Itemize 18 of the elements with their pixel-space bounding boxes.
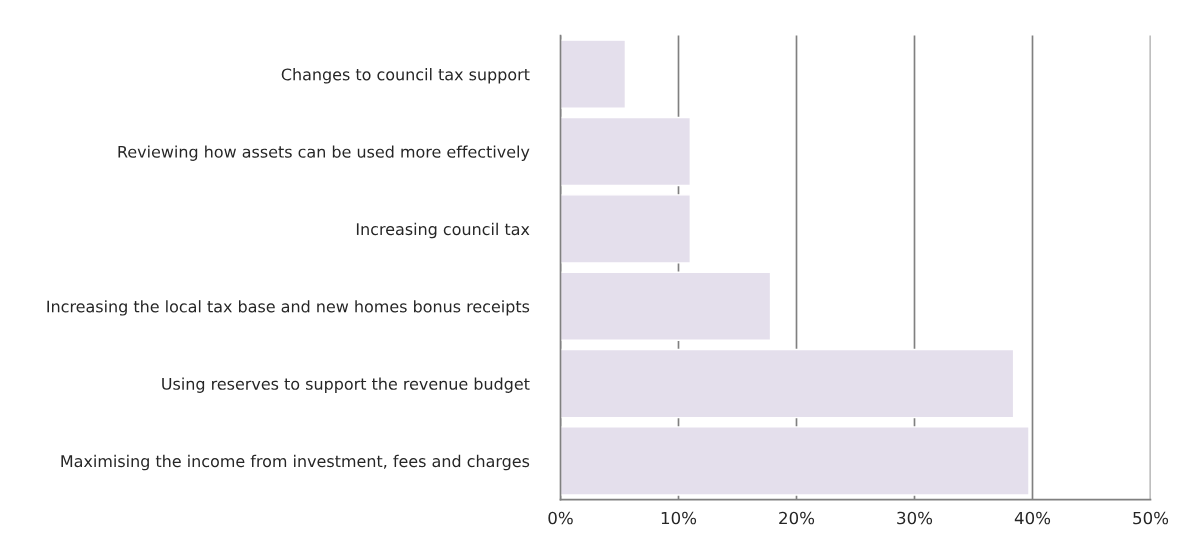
bar <box>560 194 691 264</box>
bar <box>560 116 691 187</box>
y-tick-label: Maximising the income from investment, fees and charges <box>61 454 530 471</box>
y-tick-label: Increasing council tax <box>356 222 530 239</box>
y-tick-label: Changes to council tax support <box>281 68 530 84</box>
x-tick-label: 50% <box>1133 511 1169 525</box>
bar <box>560 271 772 341</box>
y-tick-label: Using reserves to support the revenue budget <box>162 377 530 393</box>
bar <box>560 426 1030 496</box>
x-tick-label: 40% <box>1014 511 1051 525</box>
bar <box>560 39 627 109</box>
x-tick-label: 20% <box>779 511 815 525</box>
y-tick-label: Reviewing how assets can be used more effectively <box>118 145 530 161</box>
x-tick-label: 0% <box>548 511 573 525</box>
y-tick-label: Increasing the local tax base and new homes bonus receipts <box>47 300 530 316</box>
x-tick-label: 30% <box>897 511 933 525</box>
bar <box>560 348 1015 419</box>
x-tick-label: 10% <box>661 511 697 525</box>
